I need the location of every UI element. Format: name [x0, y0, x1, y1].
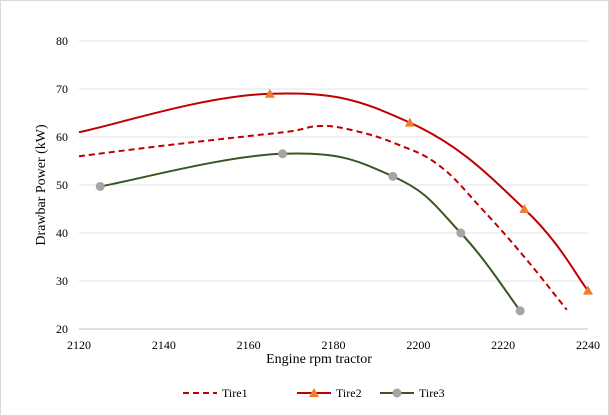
tire3-point — [388, 171, 398, 181]
x-tick-label: 2140 — [152, 338, 176, 352]
tire1-line — [78, 124, 568, 311]
gridlines — [79, 40, 588, 330]
tire3-point — [456, 228, 466, 238]
series-layer — [78, 88, 593, 316]
series-tire2 — [78, 88, 593, 295]
x-tick-label: 2200 — [406, 338, 430, 352]
tire3-line — [100, 152, 521, 312]
x-tick-label: 2240 — [576, 338, 600, 352]
y-tick-label: 20 — [56, 322, 68, 336]
legend-marker-tire3 — [392, 388, 402, 398]
x-axis-title: Engine rpm tractor — [266, 352, 372, 367]
x-tick-labels: 2120 2140 2160 2180 2200 2220 2240 — [67, 338, 600, 352]
tire3-point — [515, 306, 525, 316]
series-tire1 — [78, 124, 568, 311]
legend-marker-tire2 — [309, 388, 319, 397]
x-tick-label: 2220 — [491, 338, 515, 352]
tire2-point — [583, 285, 593, 295]
y-tick-labels: 20 30 40 50 60 70 80 — [56, 34, 68, 336]
legend-label-tire3: Tire3 — [419, 386, 445, 400]
series-tire3 — [95, 149, 525, 316]
y-axis-title: Drawbar Power (kW) — [34, 124, 49, 246]
y-tick-label: 30 — [56, 274, 68, 288]
legend-item-tire1: Tire1 — [183, 386, 248, 400]
y-tick-label: 40 — [56, 226, 68, 240]
x-tick-label: 2120 — [67, 338, 91, 352]
legend-label-tire2: Tire2 — [336, 386, 362, 400]
tire2-point — [264, 88, 275, 98]
legend-label-tire1: Tire1 — [222, 386, 248, 400]
tire3-point — [278, 149, 288, 159]
tire3-point — [95, 181, 105, 191]
x-tick-label: 2160 — [237, 338, 261, 352]
tire2-point — [519, 204, 530, 213]
tire2-point — [404, 117, 415, 127]
legend-item-tire2: Tire2 — [297, 386, 362, 400]
y-tick-label: 50 — [56, 178, 68, 192]
y-tick-label: 70 — [56, 82, 68, 96]
legend-item-tire3: Tire3 — [380, 386, 445, 400]
x-tick-label: 2180 — [322, 338, 346, 352]
y-tick-label: 80 — [56, 34, 68, 48]
tire2-line — [78, 92, 589, 292]
legend: Tire1 Tire2 Tire3 — [183, 386, 445, 400]
y-tick-label: 60 — [56, 130, 68, 144]
